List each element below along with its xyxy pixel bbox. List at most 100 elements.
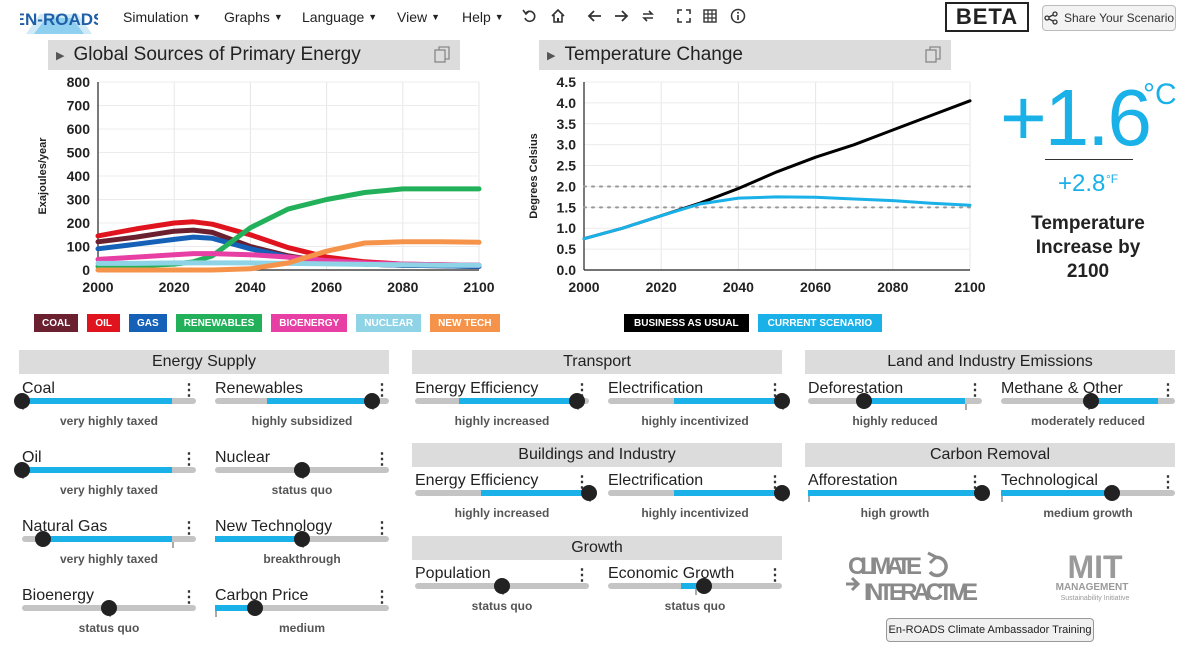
menu-language[interactable]: Language ▼ (302, 9, 377, 25)
slider-oil[interactable]: Oil ⋮ very highly taxed (14, 449, 197, 507)
slider-handle[interactable] (581, 485, 597, 501)
slider-buildings-energy-efficiency[interactable]: Energy Efficiency ⋮ highly increased (415, 472, 597, 530)
series-line-business-as-usual (582, 99, 972, 241)
more-options-icon[interactable]: ⋮ (374, 520, 390, 537)
svg-text:MANAGEMENT: MANAGEMENT (1056, 582, 1129, 593)
share-scenario-button[interactable]: Share Your Scenario (1042, 5, 1176, 31)
more-options-icon[interactable]: ⋮ (374, 451, 390, 468)
x-tick-label: 2100 (954, 279, 985, 295)
table-icon[interactable] (701, 7, 719, 25)
slider-buildings-electrification[interactable]: Electrification ⋮ highly incentivized (608, 472, 790, 530)
slider-afforestation[interactable]: Afforestation ⋮ high growth (808, 472, 990, 530)
legend-new-tech[interactable]: NEW TECH (430, 314, 500, 332)
menu-help[interactable]: Help ▼ (462, 9, 504, 25)
graph2-header[interactable]: ▶ Temperature Change (539, 40, 951, 70)
expand-triangle-icon[interactable]: ▶ (547, 49, 556, 62)
copy-icon[interactable] (925, 46, 941, 63)
y-tick-label: 2.0 (557, 178, 577, 194)
copy-icon[interactable] (434, 46, 450, 63)
legend-coal[interactable]: COAL (34, 314, 79, 332)
more-options-icon[interactable]: ⋮ (181, 451, 197, 468)
slider-handle[interactable] (14, 462, 30, 478)
slider-transport-electrification[interactable]: Electrification ⋮ highly incentivized (608, 380, 790, 438)
slider-population[interactable]: Population ⋮ status quo (415, 565, 590, 623)
temperature-chart[interactable]: 2000 2020 2040 2060 2080 2100 0.0 0.5 1.0 1.5 2.0 2… (520, 72, 1000, 304)
slider-technological[interactable]: Technological ⋮ medium growth (1001, 472, 1176, 530)
more-options-icon[interactable]: ⋮ (374, 589, 390, 606)
slider-name: Renewables (215, 380, 304, 397)
menu-simulation[interactable]: Simulation ▼ (123, 9, 201, 25)
legend-gas[interactable]: GAS (129, 314, 167, 332)
slider-renewables[interactable]: Renewables ⋮ highly subsidized (215, 380, 390, 438)
slider-handle[interactable] (294, 531, 310, 547)
slider-natural-gas[interactable]: Natural Gas ⋮ very highly taxed (22, 518, 197, 576)
slider-status: medium growth (1043, 506, 1133, 520)
slider-methane-other[interactable]: Methane & Other ⋮ moderately reduced (1001, 380, 1176, 438)
slider-transport-energy-efficiency[interactable]: Energy Efficiency ⋮ highly increased (415, 380, 590, 438)
home-icon[interactable] (549, 7, 567, 25)
more-options-icon[interactable]: ⋮ (767, 567, 783, 584)
primary-energy-chart[interactable]: 2000 2020 2040 2060 2080 2100 0 100 200 300 400 500… (20, 72, 510, 304)
undo-icon[interactable] (521, 7, 539, 25)
slider-carbon-price[interactable]: Carbon Price ⋮ medium (215, 587, 390, 645)
redo-icon[interactable] (639, 7, 657, 25)
menu-graphs[interactable]: Graphs ▼ (224, 9, 283, 25)
ambassador-training-button[interactable]: En-ROADS Climate Ambassador Training (886, 618, 1094, 642)
slider-economic-growth[interactable]: Economic Growth ⋮ status quo (608, 565, 783, 623)
x-tick-label: 2040 (723, 279, 754, 295)
slider-handle[interactable] (247, 600, 264, 616)
slider-handle[interactable] (14, 393, 30, 409)
more-options-icon[interactable]: ⋮ (574, 567, 590, 584)
en-roads-logo[interactable]: EN-ROADS (20, 4, 98, 36)
legend-nuclear[interactable]: NUCLEAR (356, 314, 422, 332)
temperature-value-f: +2.8 (1058, 170, 1106, 197)
slider-deforestation[interactable]: Deforestation ⋮ highly reduced (808, 380, 983, 438)
menu-view[interactable]: View ▼ (397, 9, 440, 25)
slider-name: Oil (22, 449, 42, 466)
slider-fill (458, 398, 577, 404)
info-icon[interactable] (729, 7, 747, 25)
more-options-icon[interactable]: ⋮ (181, 589, 197, 606)
arrow-right-icon[interactable] (612, 7, 630, 25)
slider-handle[interactable] (34, 531, 51, 547)
slider-coal[interactable]: Coal ⋮ very highly taxed (14, 380, 197, 438)
y-tick-label: 4.5 (557, 74, 577, 90)
slider-handle[interactable] (294, 462, 310, 478)
menu-label: Graphs (224, 9, 270, 25)
slider-handle[interactable] (1104, 485, 1121, 501)
slider-name: Bioenergy (22, 587, 95, 604)
arrow-left-icon[interactable] (586, 7, 604, 25)
legend-current-scenario[interactable]: CURRENT SCENARIO (757, 314, 883, 332)
mit-management-logo[interactable]: MIT MANAGEMENT Sustainability Initiative (1045, 548, 1145, 604)
fullscreen-icon[interactable] (675, 7, 693, 25)
more-options-icon[interactable]: ⋮ (181, 520, 197, 537)
slider-handle[interactable] (974, 485, 990, 501)
more-options-icon[interactable]: ⋮ (1160, 382, 1176, 399)
legend-renewables[interactable]: RENEWABLES (175, 314, 263, 332)
climate-interactive-logo[interactable]: CLIMATE INTERACTIVE (842, 548, 982, 604)
slider-handle[interactable] (363, 393, 380, 409)
more-options-icon[interactable]: ⋮ (1160, 474, 1176, 491)
svg-text:CLIMATE: CLIMATE (848, 553, 922, 580)
slider-handle[interactable] (774, 393, 790, 409)
legend-oil[interactable]: OIL (87, 314, 121, 332)
slider-handle[interactable] (1083, 393, 1100, 409)
slider-handle[interactable] (695, 578, 712, 594)
expand-triangle-icon[interactable]: ▶ (56, 49, 65, 62)
slider-status: breakthrough (263, 552, 341, 566)
legend-bioenergy[interactable]: BIOENERGY (271, 314, 348, 332)
slider-name: Afforestation (808, 472, 898, 489)
slider-handle[interactable] (774, 485, 790, 501)
slider-handle[interactable] (101, 600, 117, 616)
slider-bioenergy[interactable]: Bioenergy ⋮ status quo (22, 587, 197, 645)
more-options-icon[interactable]: ⋮ (181, 382, 197, 399)
legend-business-as-usual[interactable]: BUSINESS AS USUAL (624, 314, 749, 332)
graph1-header[interactable]: ▶ Global Sources of Primary Energy (48, 40, 460, 70)
slider-handle[interactable] (494, 578, 510, 594)
slider-new-technology[interactable]: New Technology ⋮ breakthrough (215, 518, 390, 576)
slider-nuclear[interactable]: Nuclear ⋮ status quo (215, 449, 390, 507)
slider-fill (481, 490, 589, 496)
slider-handle[interactable] (568, 393, 585, 409)
slider-handle[interactable] (855, 393, 872, 409)
more-options-icon[interactable]: ⋮ (967, 382, 983, 399)
